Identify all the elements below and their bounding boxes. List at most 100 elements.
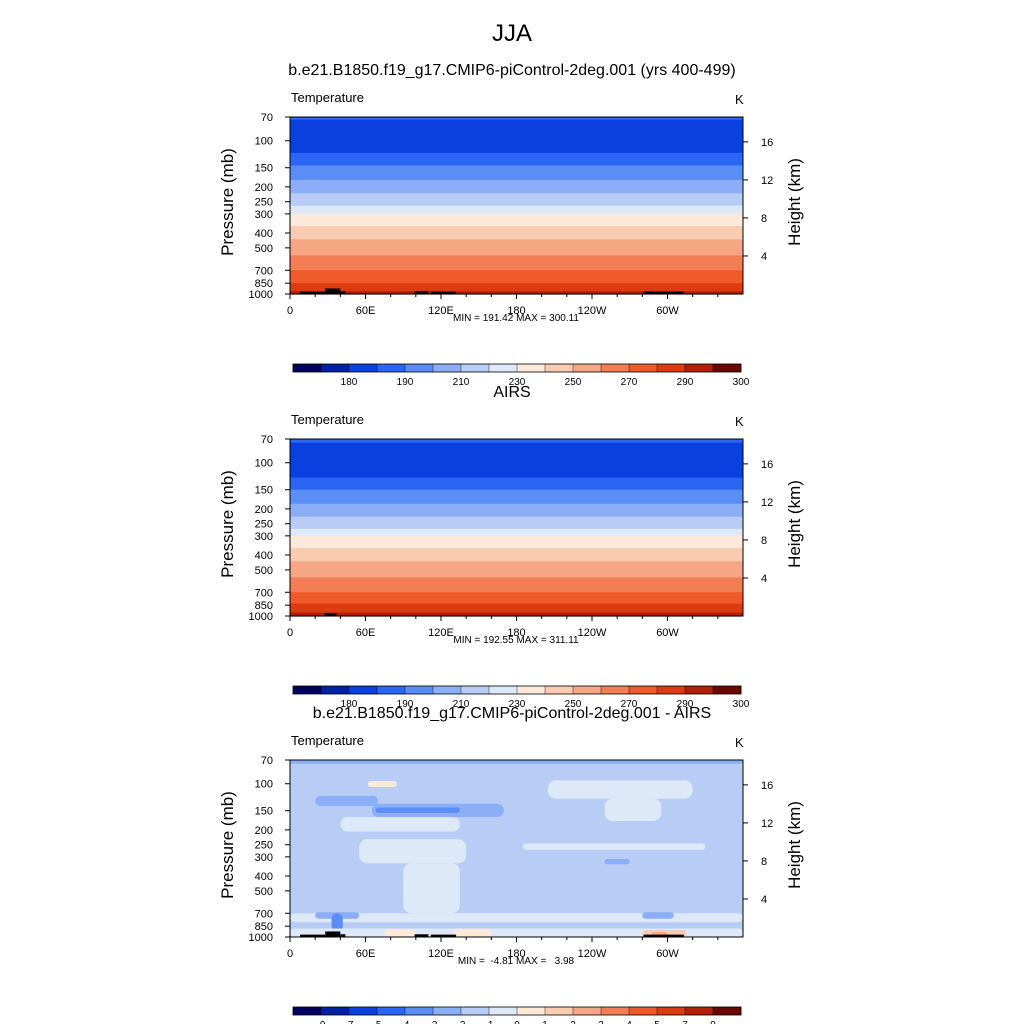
colorbar-tick-label: 9 bbox=[710, 1020, 716, 1024]
contour-band bbox=[290, 117, 743, 121]
colorbar-tick-label: 2 bbox=[570, 1020, 576, 1024]
colorbar-swatch bbox=[377, 686, 406, 694]
panel-title: b.e21.B1850.f19_g17.CMIP6-piControl-2deg… bbox=[288, 62, 736, 79]
pressure-tick-label: 100 bbox=[255, 458, 273, 470]
pressure-tick-label: 1000 bbox=[249, 611, 273, 623]
colorbar-swatch bbox=[517, 686, 546, 694]
colorbar-swatch bbox=[629, 686, 658, 694]
colorbar-swatch bbox=[713, 686, 742, 694]
pressure-tick-label: 500 bbox=[255, 565, 273, 577]
units-label: K bbox=[735, 414, 744, 429]
longitude-tick-label: 180 bbox=[507, 627, 525, 639]
longitude-tick-label: 60E bbox=[356, 305, 376, 317]
contour-band bbox=[290, 489, 743, 505]
pressure-tick-label: 100 bbox=[255, 136, 273, 148]
pressure-tick-label: 850 bbox=[255, 921, 273, 933]
terrain-mask bbox=[414, 291, 429, 294]
pressure-tick-label: 700 bbox=[255, 265, 273, 277]
colorbar-swatch bbox=[377, 364, 406, 372]
pressure-tick-label: 150 bbox=[255, 806, 273, 818]
contour-patch bbox=[384, 929, 416, 937]
colorbar-tick-label: 1 bbox=[542, 1020, 548, 1024]
pressure-tick-label: 150 bbox=[255, 485, 273, 497]
longitude-tick-label: 60W bbox=[656, 948, 679, 960]
panel-airs: AIRS Temperature K Pressure (mb) Height … bbox=[0, 384, 1024, 710]
contour-patch bbox=[331, 913, 343, 932]
contour-plot: 7010015020025030040050070085010004812160… bbox=[249, 755, 774, 1024]
height-tick-label: 8 bbox=[761, 535, 767, 547]
contour-patch bbox=[604, 798, 662, 821]
pressure-axis-label: Pressure (mb) bbox=[218, 791, 237, 899]
contour-band bbox=[290, 535, 743, 549]
terrain-mask bbox=[414, 934, 429, 937]
longitude-tick-label: 0 bbox=[287, 948, 293, 960]
longitude-tick-label: 60W bbox=[656, 305, 679, 317]
pressure-tick-label: 400 bbox=[255, 228, 273, 240]
colorbar-swatch bbox=[377, 1007, 406, 1015]
pressure-tick-label: 1000 bbox=[249, 289, 273, 301]
pressure-tick-label: 400 bbox=[255, 550, 273, 562]
colorbar-tick-label: 190 bbox=[397, 377, 414, 388]
colorbar-tick-label: 250 bbox=[565, 377, 582, 388]
longitude-tick-label: 120W bbox=[578, 305, 607, 317]
colorbar-tick-label: -9 bbox=[317, 1020, 326, 1024]
longitude-tick-label: 0 bbox=[287, 305, 293, 317]
contour-band bbox=[290, 592, 743, 605]
contour-patch bbox=[368, 781, 397, 787]
colorbar-swatch bbox=[545, 1007, 574, 1015]
contour-band bbox=[290, 503, 743, 518]
pressure-tick-label: 200 bbox=[255, 182, 273, 194]
contour-patch bbox=[315, 795, 379, 807]
contour-band bbox=[290, 179, 743, 194]
contour-band bbox=[290, 205, 743, 215]
pressure-tick-label: 200 bbox=[255, 504, 273, 516]
colorbar-tick-label: 300 bbox=[733, 377, 750, 388]
colorbar-tick-label: 180 bbox=[341, 699, 358, 710]
colorbar-swatch bbox=[601, 1007, 630, 1015]
colorbar-swatch bbox=[713, 1007, 742, 1015]
colorbar-swatch bbox=[657, 364, 686, 372]
colorbar-swatch bbox=[573, 686, 602, 694]
panel-model: b.e21.B1850.f19_g17.CMIP6-piControl-2deg… bbox=[0, 62, 1024, 388]
colorbar-tick-label: -3 bbox=[429, 1020, 438, 1024]
colorbar-swatch bbox=[293, 1007, 322, 1015]
contour-band bbox=[290, 577, 743, 593]
pressure-tick-label: 70 bbox=[261, 112, 273, 124]
height-tick-label: 12 bbox=[761, 175, 773, 187]
contour-band bbox=[290, 439, 743, 444]
colorbar-swatch bbox=[545, 364, 574, 372]
colorbar-tick-label: -5 bbox=[373, 1020, 382, 1024]
colorbar-tick-label: 300 bbox=[733, 699, 750, 710]
colorbar-tick-label: 270 bbox=[621, 699, 638, 710]
colorbar-swatch bbox=[601, 364, 630, 372]
terrain-mask bbox=[643, 291, 684, 294]
contour-band bbox=[290, 165, 743, 181]
min-max-label: MIN = 191.42 MAX = 300.11 bbox=[452, 313, 579, 324]
contour-band bbox=[290, 291, 743, 295]
height-tick-label: 16 bbox=[761, 459, 773, 471]
pressure-tick-label: 250 bbox=[255, 519, 273, 531]
longitude-tick-label: 120E bbox=[428, 627, 454, 639]
colorbar-tick-label: 290 bbox=[677, 699, 694, 710]
pressure-axis-label: Pressure (mb) bbox=[218, 148, 237, 256]
colorbar-swatch bbox=[489, 686, 518, 694]
contour-band bbox=[290, 119, 743, 154]
min-max-label: MIN = -4.81 MAX = 3.98 bbox=[457, 956, 575, 967]
pressure-tick-label: 300 bbox=[255, 852, 273, 864]
colorbar-swatch bbox=[573, 1007, 602, 1015]
variable-label: Temperature bbox=[291, 90, 364, 105]
terrain-mask bbox=[300, 934, 326, 937]
colorbar-tick-label: 230 bbox=[509, 377, 526, 388]
contour-band bbox=[290, 547, 743, 562]
contour-band bbox=[290, 255, 743, 271]
colorbar-tick-label: 0 bbox=[514, 1020, 520, 1024]
colorbar-tick-label: -1 bbox=[485, 1020, 494, 1024]
pressure-tick-label: 850 bbox=[255, 600, 273, 612]
pressure-tick-label: 300 bbox=[255, 209, 273, 221]
panel-difference: b.e21.B1850.f19_g17.CMIP6-piControl-2deg… bbox=[0, 705, 1024, 1024]
panel-title: AIRS bbox=[493, 384, 531, 401]
colorbar-swatch bbox=[461, 1007, 490, 1015]
longitude-tick-label: 120W bbox=[578, 627, 607, 639]
longitude-tick-label: 60W bbox=[656, 627, 679, 639]
contour-band bbox=[290, 612, 743, 617]
